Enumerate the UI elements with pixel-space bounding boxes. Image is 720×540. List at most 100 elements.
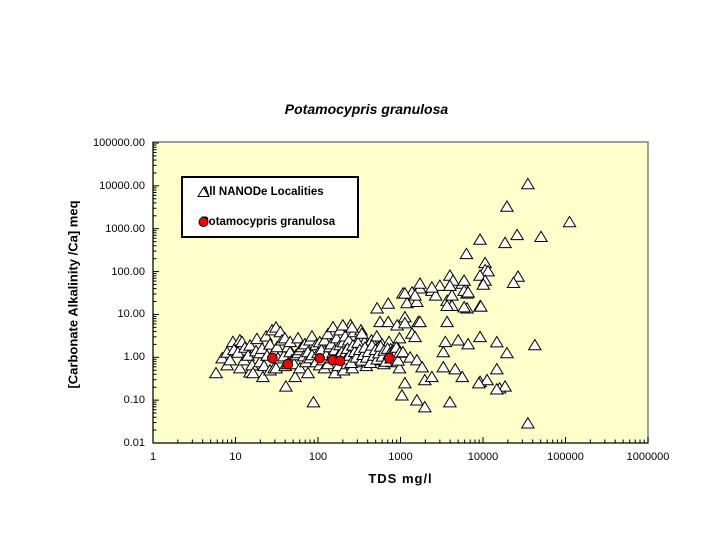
triangle-marker <box>245 366 261 379</box>
triangle-marker <box>444 288 460 301</box>
x-axis-title: TDS mg/l <box>368 471 433 486</box>
y-tick-label: 0.01 <box>123 437 145 449</box>
triangle-marker <box>232 361 247 374</box>
triangle-marker <box>424 280 439 293</box>
triangle-marker <box>397 376 412 389</box>
triangle-marker <box>270 340 285 353</box>
x-tick-label: 100 <box>308 451 328 463</box>
x-tick-label: 1000 <box>388 451 413 463</box>
triangle-marker <box>499 346 515 359</box>
y-tick-label: 10000.00 <box>99 179 145 192</box>
triangle-marker <box>489 362 504 375</box>
triangle-marker <box>520 416 535 429</box>
legend-item-all-localities: All NANODe Localities <box>197 186 324 198</box>
triangle-marker <box>409 353 424 366</box>
triangle-marker <box>381 297 396 309</box>
triangle-marker <box>407 330 423 343</box>
circle-marker <box>314 352 326 364</box>
y-tick-label: 0.10 <box>123 394 145 407</box>
triangle-marker <box>497 379 513 392</box>
triangle-marker <box>448 362 463 375</box>
triangle-marker <box>288 370 303 383</box>
triangle-marker <box>381 315 396 328</box>
triangle-marker <box>223 353 238 366</box>
circle-marker <box>334 355 346 367</box>
legend: All NANODe Localities Potamocypris granu… <box>181 176 359 238</box>
chart-title: Potamocypris granulosa <box>284 101 449 117</box>
triangle-marker <box>256 359 272 372</box>
triangle-marker <box>390 353 406 366</box>
y-tick-label: 1.00 <box>123 351 145 364</box>
triangle-marker <box>527 338 542 351</box>
triangle-marker <box>461 337 476 350</box>
triangle-marker <box>403 350 418 363</box>
y-tick-label: 10.00 <box>117 308 145 321</box>
legend-item-potamocypris: Potamocypris granulosa <box>197 216 335 228</box>
circle-marker <box>383 352 395 364</box>
triangle-marker <box>369 301 385 314</box>
triangle-marker <box>394 388 409 401</box>
x-tick-label: 1 <box>149 451 157 463</box>
triangle-marker <box>461 285 476 298</box>
triangle-marker <box>472 330 488 343</box>
triangle-marker <box>442 279 457 291</box>
triangle-marker <box>438 335 453 348</box>
triangle-marker <box>533 230 549 243</box>
triangle-marker <box>455 370 470 383</box>
triangle-marker <box>397 316 412 329</box>
triangle-marker <box>259 329 274 342</box>
triangle-marker <box>473 299 488 312</box>
legend-label: All NANODe Localities <box>201 186 324 198</box>
triangle-marker <box>459 247 474 260</box>
triangle-marker <box>300 366 316 379</box>
triangle-marker <box>562 215 577 228</box>
triangle-marker <box>442 395 457 408</box>
triangle-marker <box>409 393 424 406</box>
x-tick-label: 1000000 <box>626 451 670 463</box>
triangle-marker <box>395 345 411 358</box>
triangle-marker <box>317 333 332 346</box>
x-tick-label: 10 <box>229 451 242 463</box>
triangle-marker <box>457 273 472 286</box>
triangle-marker <box>412 276 428 289</box>
triangle-marker <box>440 315 455 328</box>
triangle-marker <box>369 329 384 342</box>
triangle-marker <box>436 345 451 358</box>
triangle-marker <box>392 331 407 344</box>
triangle-marker <box>476 278 491 290</box>
y-tick-label: 100000.00 <box>93 137 145 149</box>
triangle-marker <box>428 288 443 301</box>
triangle-marker <box>510 269 526 282</box>
triangle-marker <box>424 370 439 383</box>
triangle-marker <box>472 233 488 245</box>
circle-marker <box>267 352 278 364</box>
triangle-marker <box>440 299 455 311</box>
y-tick-label: 100.00 <box>111 265 145 278</box>
triangle-marker <box>451 333 466 346</box>
triangle-marker <box>520 177 535 190</box>
y-tick-label: 1000.00 <box>105 222 145 235</box>
triangle-marker <box>255 370 271 383</box>
x-tick-label: 10000 <box>467 451 499 463</box>
triangle-marker <box>510 228 525 241</box>
triangle-marker <box>278 379 293 392</box>
circle-marker <box>282 358 294 370</box>
triangle-marker <box>457 300 472 313</box>
triangle-marker <box>306 395 321 408</box>
triangle-marker <box>397 286 412 299</box>
triangle-marker <box>407 288 423 301</box>
triangle-marker <box>412 315 428 328</box>
triangle-marker <box>432 279 447 291</box>
y-axis-title: [Carbonate Alkalinity /Ca] meq <box>65 200 81 389</box>
triangle-marker <box>354 326 369 339</box>
triangle-marker <box>344 320 360 333</box>
triangle-marker <box>262 337 278 350</box>
triangle-marker <box>415 360 430 373</box>
triangle-marker <box>325 320 341 333</box>
triangle-marker <box>335 318 350 331</box>
triangle-marker <box>417 400 432 413</box>
triangle-marker <box>489 382 504 395</box>
triangle-marker <box>479 373 495 386</box>
triangle-marker <box>304 329 320 342</box>
